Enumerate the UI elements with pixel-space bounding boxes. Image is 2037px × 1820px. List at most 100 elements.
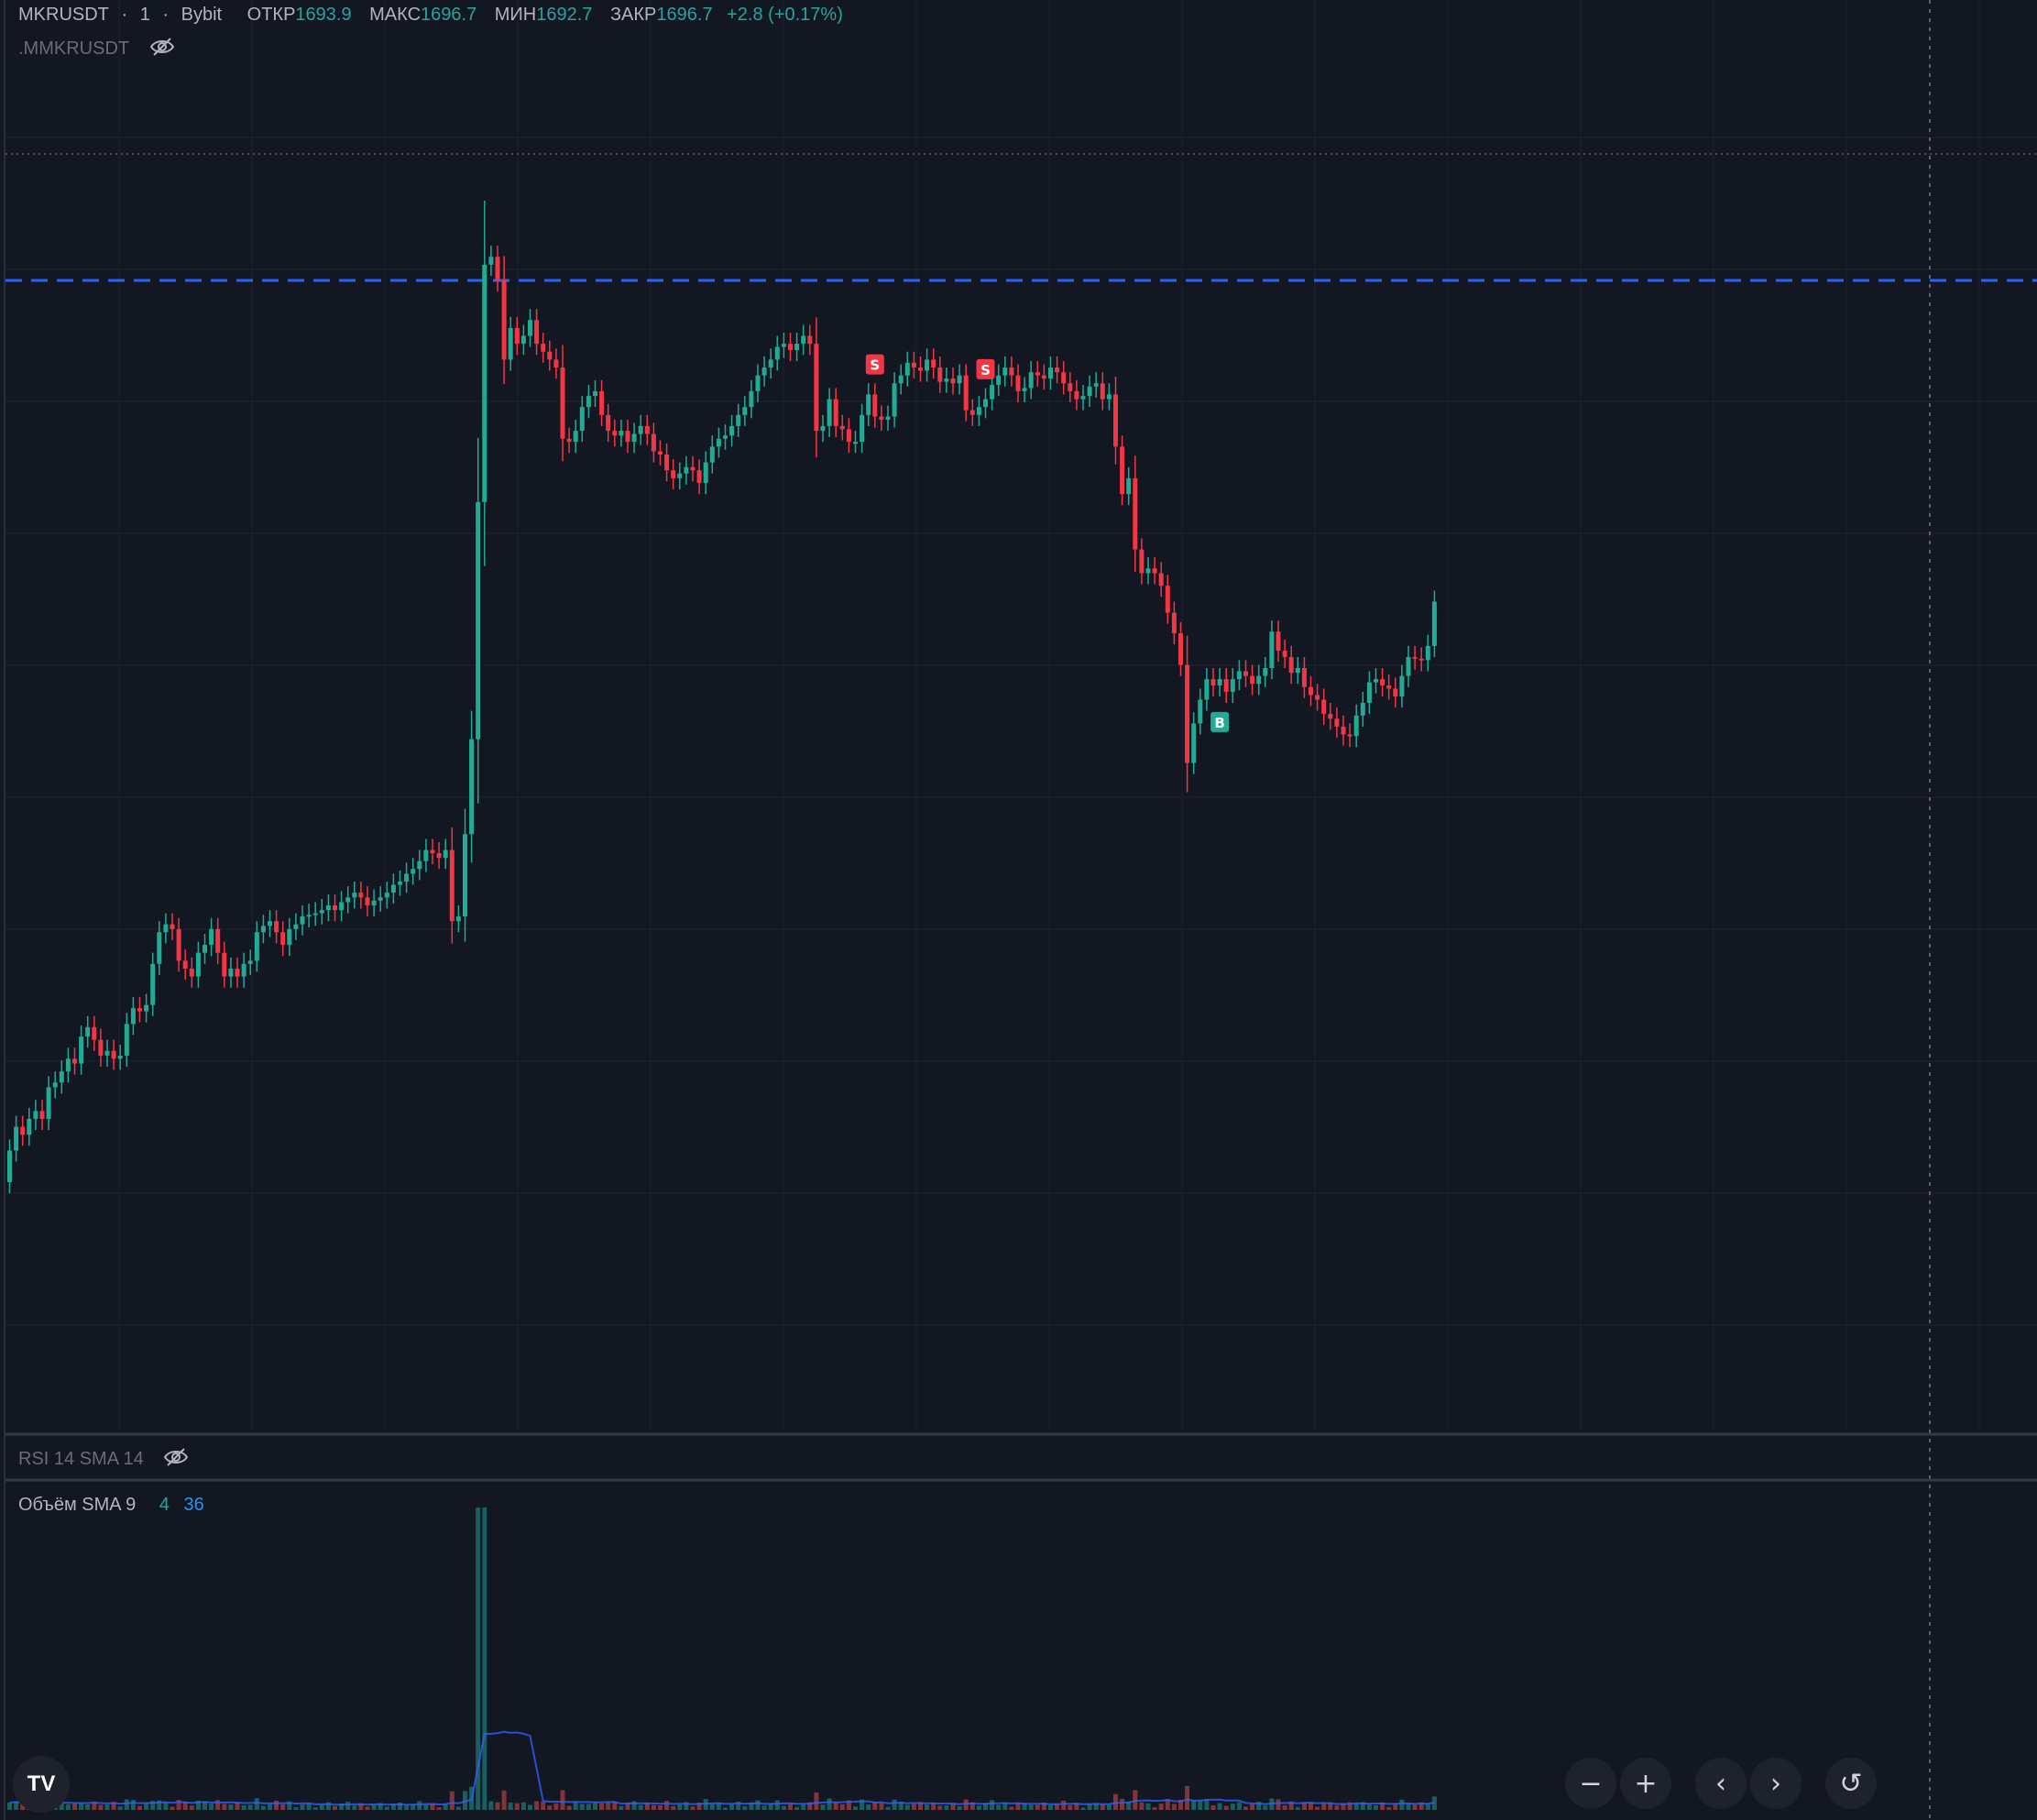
- open-label: ОТКР: [246, 5, 296, 25]
- volume-bar: [586, 1804, 591, 1810]
- volume-label[interactable]: Объём SMA 9: [18, 1495, 137, 1515]
- candle-body: [1393, 688, 1398, 697]
- candle-body: [352, 893, 357, 898]
- candle-body: [729, 425, 735, 436]
- sell-marker[interactable]: S: [865, 354, 884, 375]
- candle-body: [423, 850, 429, 861]
- eye-off-icon[interactable]: [149, 37, 175, 62]
- secondary-symbol[interactable]: .MMKRUSDT: [18, 38, 130, 60]
- volume-bars: [7, 1508, 1437, 1810]
- candle-body: [124, 1024, 129, 1056]
- volume-bar: [1152, 1807, 1157, 1810]
- volume-bar: [306, 1803, 312, 1810]
- candle-body: [937, 367, 943, 382]
- candle-body: [1158, 573, 1164, 587]
- candle-body: [788, 344, 793, 351]
- symbol-name[interactable]: MKRUSDT: [18, 5, 109, 25]
- candle-body: [306, 915, 312, 917]
- volume-bar: [827, 1798, 832, 1810]
- volume-bar: [1133, 1790, 1138, 1810]
- volume-bar: [1185, 1786, 1190, 1810]
- eye-off-icon[interactable]: [163, 1447, 189, 1473]
- zoom-out-button[interactable]: −: [1565, 1758, 1616, 1809]
- volume-bar: [794, 1806, 800, 1810]
- candle-body: [553, 359, 559, 368]
- volume-bar: [593, 1803, 597, 1810]
- volume-bar: [268, 1804, 272, 1810]
- volume-bar: [137, 1805, 142, 1810]
- volume-bar: [1015, 1803, 1021, 1810]
- volume-bar: [423, 1804, 429, 1810]
- interval[interactable]: 1: [139, 5, 150, 25]
- volume-bar: [1035, 1804, 1040, 1810]
- volume-bar: [365, 1806, 370, 1810]
- volume-bar: [104, 1804, 110, 1810]
- candle-body: [488, 257, 494, 265]
- candle-body: [969, 410, 975, 415]
- candle-body: [677, 473, 683, 478]
- candle-body: [476, 501, 481, 740]
- volume-bar: [1366, 1804, 1372, 1810]
- rsi-label[interactable]: RSI 14 SMA 14: [18, 1449, 144, 1470]
- buy-marker[interactable]: B: [1210, 711, 1230, 732]
- volume-bar: [1263, 1805, 1268, 1810]
- scroll-right-button[interactable]: ›: [1750, 1758, 1802, 1809]
- candle-body: [996, 375, 1002, 386]
- volume-bar: [411, 1804, 416, 1810]
- candle-body: [222, 952, 227, 977]
- candle-body: [709, 446, 715, 463]
- candle-body: [1074, 390, 1079, 400]
- reset-chart-button[interactable]: ↺: [1825, 1758, 1877, 1809]
- candle-body: [92, 1026, 97, 1040]
- zoom-in-button[interactable]: +: [1620, 1758, 1671, 1809]
- low-label: МИН: [494, 5, 537, 25]
- candle-body: [59, 1071, 64, 1083]
- candle-body: [1353, 715, 1359, 737]
- candle-body: [1263, 668, 1268, 676]
- volume-bar: [1080, 1807, 1086, 1810]
- candle-body: [931, 359, 936, 368]
- volume-bar: [1315, 1806, 1320, 1810]
- volume-bar: [612, 1802, 618, 1810]
- volume-bar: [488, 1801, 494, 1810]
- sell-marker[interactable]: S: [976, 358, 995, 379]
- scroll-left-button[interactable]: ‹: [1695, 1758, 1747, 1809]
- candle-body: [1015, 375, 1021, 391]
- candle-body: [619, 431, 624, 436]
- volume-bar: [384, 1806, 389, 1810]
- volume-bar: [1113, 1793, 1118, 1810]
- candle-body: [1309, 686, 1313, 696]
- volume-sma-value: 36: [183, 1495, 204, 1515]
- volume-bar: [501, 1790, 507, 1810]
- volume-bar: [931, 1803, 936, 1810]
- volume-bar: [378, 1803, 383, 1810]
- volume-bar: [1022, 1803, 1027, 1810]
- candle-body: [957, 375, 962, 384]
- candle-body: [1198, 699, 1203, 724]
- volume-bar: [879, 1803, 884, 1810]
- volume-bar: [170, 1806, 175, 1810]
- candle-body: [1406, 656, 1411, 676]
- volume-bar: [1393, 1804, 1398, 1810]
- candle-body: [157, 932, 162, 964]
- candle-body: [742, 407, 748, 415]
- volume-bar: [723, 1807, 728, 1810]
- candle-body: [1256, 675, 1262, 685]
- volume-bar: [254, 1798, 259, 1810]
- candle-body: [1087, 386, 1092, 397]
- volume-bar: [807, 1802, 813, 1810]
- tradingview-logo[interactable]: TV: [13, 1756, 70, 1813]
- candle-body: [463, 834, 467, 917]
- candle-body: [130, 1008, 136, 1025]
- candle-body: [39, 1111, 45, 1119]
- candle-body: [892, 383, 897, 417]
- volume-bar: [150, 1801, 156, 1810]
- candle-body: [1374, 679, 1378, 683]
- candle-body: [566, 438, 572, 443]
- candle-body: [1386, 685, 1392, 689]
- candle-body: [111, 1050, 116, 1059]
- volume-bar: [1223, 1805, 1229, 1810]
- volume-bar: [1295, 1807, 1300, 1810]
- candle-body: [482, 264, 487, 502]
